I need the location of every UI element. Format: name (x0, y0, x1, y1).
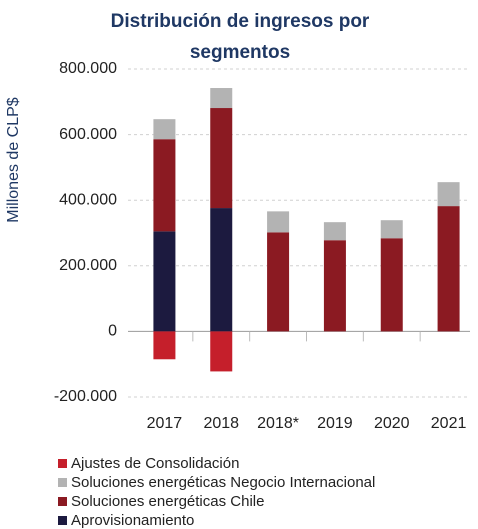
legend-swatch (58, 478, 67, 487)
y-tick-label: 600.000 (59, 126, 117, 143)
legend-swatch (58, 459, 67, 468)
legend-label: Ajustes de Consolidación (71, 455, 239, 472)
x-tick-label: 2021 (431, 415, 467, 432)
legend-label: Soluciones energéticas Negocio Internaci… (71, 474, 375, 491)
bar-segment (437, 206, 460, 332)
bar-segment (210, 88, 233, 109)
y-tick-label: -200.000 (54, 388, 117, 405)
bar-segment (153, 331, 176, 360)
bar-segment (267, 232, 290, 332)
y-tick-label: 200.000 (59, 257, 117, 274)
x-tick-label: 2020 (374, 415, 410, 432)
legend-swatch (58, 497, 67, 506)
bar-segment (380, 238, 403, 332)
bar-segment (210, 108, 233, 209)
bar-segment (267, 211, 290, 233)
chart-title: segmentos (190, 42, 290, 63)
bar-segment (153, 231, 176, 332)
y-axis-label: Millones de CLP$ (5, 97, 22, 223)
x-tick-label: 2017 (147, 415, 183, 432)
bar-segment (153, 119, 176, 140)
legend-swatch (58, 516, 67, 525)
y-tick-label: 800.000 (59, 60, 117, 77)
legend-label: Soluciones energéticas Chile (71, 493, 264, 510)
y-tick-label: 0 (108, 323, 117, 340)
x-tick-label: 2018 (203, 415, 239, 432)
bar-segment (153, 139, 176, 232)
bar-segment (437, 182, 460, 207)
bar-segment (210, 331, 233, 372)
bar-segment (323, 240, 346, 332)
x-tick-label: 2018* (257, 415, 299, 432)
bar-segment (323, 222, 346, 241)
y-tick-label: 400.000 (59, 191, 117, 208)
legend-label: Aprovisionamiento (71, 512, 194, 529)
bar-segment (380, 220, 403, 239)
chart-title: Distribución de ingresos por (111, 11, 370, 32)
x-tick-label: 2019 (317, 415, 353, 432)
bar-segment (210, 208, 233, 332)
